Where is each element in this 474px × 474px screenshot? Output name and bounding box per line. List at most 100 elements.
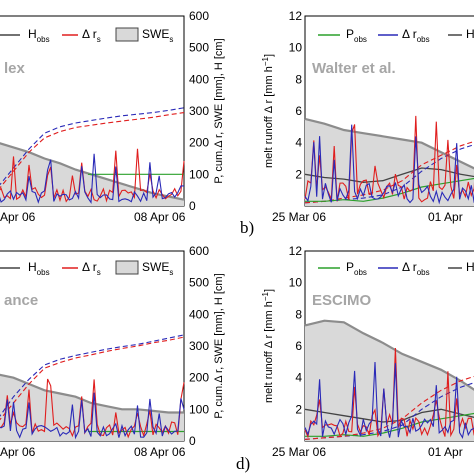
trace-tl-dr-obs xyxy=(0,153,184,204)
svg-text:Δ robs: Δ robs xyxy=(402,260,430,277)
xtick-bottom-right-0: 25 Mar 06 xyxy=(272,445,326,459)
left-ylabel-bottom: melt runoff Δ r [mm h xyxy=(263,301,275,403)
legend-bottom-left: Hobs Δ r s SWEs xyxy=(0,260,173,277)
panel-bottom-left: ance Hobs Δ rs SWEs 0100200300400500600 … xyxy=(0,244,225,459)
trace-bl-dr-obs xyxy=(0,392,185,440)
legend-h-obs-sub: obs xyxy=(37,35,50,44)
trace-br-dr-obs xyxy=(304,361,474,440)
plot-area-top-right xyxy=(304,115,474,206)
left-ylabel-bottom-exp: −1 xyxy=(261,291,270,301)
trace-tr-dr-obs xyxy=(304,124,474,205)
ytick-tr-1: 4 xyxy=(295,136,302,150)
line-bl-cum-sim xyxy=(0,336,185,421)
model-label-top-left: lex xyxy=(4,60,26,77)
ytick-tl-1: 100 xyxy=(189,167,209,181)
ytick-tr-2: 6 xyxy=(295,104,302,118)
legend-h-obs-b-sub: obs xyxy=(37,268,50,277)
ytick-br-2: 6 xyxy=(295,339,302,353)
svg-text:Hobs: Hobs xyxy=(28,27,50,44)
panel-label-d: d) xyxy=(236,454,250,473)
svg-text:Δ robs: Δ robs xyxy=(402,27,430,44)
svg-text:melt runoff Δ r [mm h−1]: melt runoff Δ r [mm h−1] xyxy=(261,289,275,403)
legend-h-obs-b: H xyxy=(28,260,37,274)
ytick-br-3: 8 xyxy=(295,307,302,321)
legend-p-obs-b-sub: obs xyxy=(354,268,367,277)
model-label-top-right: Walter et al. xyxy=(312,60,396,77)
ytick-tl-0: 0 xyxy=(189,199,196,213)
panel-label-b: b) xyxy=(240,218,254,237)
legend-dr-s: Δ r xyxy=(82,27,97,41)
line-br-precip xyxy=(305,412,474,437)
left-yaxis-top: 2 4 6 8 10 12 xyxy=(289,9,303,181)
ytick-bl-5: 500 xyxy=(189,276,209,290)
trace-tr-dr-s xyxy=(304,115,474,203)
xtick-bottom-right-1: 01 Apr xyxy=(428,445,463,459)
ytick-tr-0: 2 xyxy=(295,167,302,181)
right-ylabel-bottom: P, cum.Δ r, SWE [mm], H [cm] xyxy=(213,273,225,418)
legend-swe-s-b-sub: s xyxy=(169,268,173,277)
left-ylabel-top: melt runoff Δ r [mm h xyxy=(263,66,275,168)
legend-p-obs-sub: obs xyxy=(354,35,367,44)
svg-text:SWEs: SWEs xyxy=(142,27,173,44)
legend-swe-s-b: SWE xyxy=(142,260,169,274)
plot-area-bottom-left xyxy=(0,334,185,441)
legend-bottom-right: Pobs Δ robs H xyxy=(318,260,474,277)
ytick-bl-2: 200 xyxy=(189,371,209,385)
legend-swatch-swe-s xyxy=(115,27,139,42)
svg-text:melt runoff Δ r [mm h−1]: melt runoff Δ r [mm h−1] xyxy=(261,54,275,168)
line-tr-cum-sim xyxy=(304,140,474,204)
xtick-bottom-left-0: Apr 06 xyxy=(0,445,36,459)
xtick-bottom-left-1: 08 Apr 06 xyxy=(134,445,186,459)
legend-dr-obs-b: Δ r xyxy=(402,260,417,274)
left-ylabel-bottom-end: ] xyxy=(263,289,275,292)
ytick-tl-2: 200 xyxy=(189,136,209,150)
line-tl-cum-obs xyxy=(0,107,185,186)
legend-h-b: H xyxy=(466,260,474,274)
legend-h-obs: H xyxy=(28,27,37,41)
xtick-top-left-1: 08 Apr 06 xyxy=(134,210,186,224)
left-yaxis-bottom: 2 4 6 8 10 12 xyxy=(289,244,303,416)
legend-swatch-swe-s-b xyxy=(115,260,139,275)
legend-dr-obs-b-sub: obs xyxy=(417,268,430,277)
ytick-bl-3: 300 xyxy=(189,339,209,353)
ytick-br-0: 2 xyxy=(295,402,302,416)
ytick-tr-5: 12 xyxy=(289,9,303,23)
line-br-swe-s xyxy=(304,319,474,391)
xtick-top-right-1: 01 Apr xyxy=(428,210,463,224)
trace-tl-dr-s xyxy=(0,148,185,203)
line-tl-cum-sim xyxy=(0,112,185,189)
legend-dr-s-b: Δ r xyxy=(82,260,97,274)
ytick-bl-4: 400 xyxy=(189,307,209,321)
legend-p-obs-b: P xyxy=(346,260,354,274)
left-ylabel-top-end: ] xyxy=(263,54,275,57)
legend-top-right: Pobs Δ robs H xyxy=(318,27,474,44)
legend-p-obs: P xyxy=(346,27,354,41)
legend-h: H xyxy=(466,27,474,41)
legend-dr-obs-sub: obs xyxy=(417,35,430,44)
svg-text:Hobs: Hobs xyxy=(28,260,50,277)
ytick-br-5: 12 xyxy=(289,244,303,258)
legend-swe-s: SWE xyxy=(142,27,169,41)
line-bl-cum-obs xyxy=(0,334,185,417)
xtick-top-right-0: 25 Mar 06 xyxy=(272,210,326,224)
ytick-br-1: 4 xyxy=(295,371,302,385)
line-br-cum-obs xyxy=(304,382,474,440)
right-yaxis-top: 0 100 200 300 400 500 600 xyxy=(189,9,209,213)
svg-text:Pobs: Pobs xyxy=(346,260,367,277)
ytick-tl-4: 400 xyxy=(189,72,209,86)
legend-swe-s-sub: s xyxy=(169,35,173,44)
plot-area-bottom-right xyxy=(304,319,474,441)
line-tr-swe-s xyxy=(304,117,474,170)
svg-text:SWEs: SWEs xyxy=(142,260,173,277)
svg-text:Pobs: Pobs xyxy=(346,27,367,44)
model-label-bottom-left: ance xyxy=(4,292,38,309)
legend-dr-obs: Δ r xyxy=(402,27,417,41)
xtick-top-left-0: Apr 06 xyxy=(0,210,36,224)
legend-top-left: Hobs Δ r s SWEs xyxy=(0,27,173,44)
plot-area-top-left xyxy=(0,107,185,206)
right-ylabel-top: P, cum.Δ r, SWE [mm], H [cm] xyxy=(213,38,225,183)
